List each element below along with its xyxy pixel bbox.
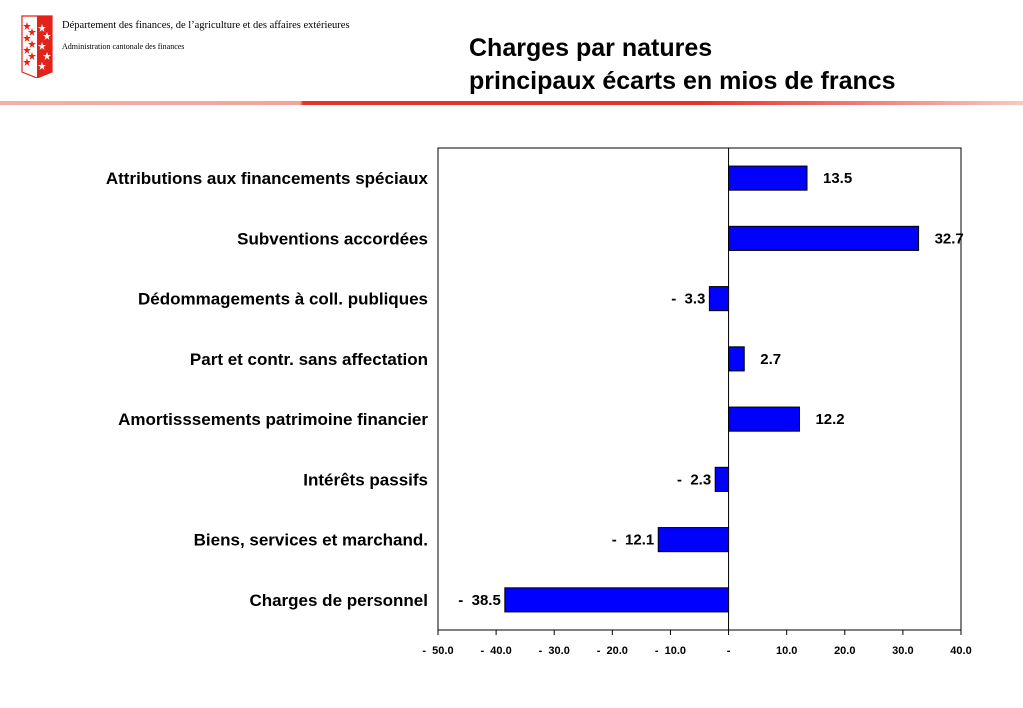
bar	[728, 165, 808, 191]
category-label: Intérêts passifs	[303, 470, 428, 489]
bar	[657, 527, 730, 553]
x-tick-label: - 50.0	[422, 645, 453, 657]
category-label: Part et contr. sans affectation	[190, 350, 428, 369]
plot-frame	[437, 147, 962, 631]
category-label: Charges de personnel	[249, 591, 428, 610]
category-label: Amortisssements patrimoine financier	[118, 410, 428, 429]
x-tick-label: 30.0	[892, 645, 913, 657]
bar	[708, 286, 730, 312]
x-tick-label: -	[727, 645, 731, 657]
category-label: Biens, services et marchand.	[194, 531, 428, 550]
bar	[728, 225, 920, 251]
bar	[728, 406, 800, 432]
x-tick-label: - 30.0	[539, 645, 570, 657]
value-label: - 2.3	[677, 471, 711, 488]
x-tick-label: 40.0	[950, 645, 971, 657]
category-label: Subventions accordées	[237, 229, 428, 248]
header: Département des finances, de l’agricultu…	[0, 0, 1023, 110]
bar	[504, 587, 730, 613]
title-line-2: principaux écarts en mios de francs	[469, 67, 896, 95]
value-label: 32.7	[935, 230, 964, 247]
value-label: 12.2	[815, 411, 844, 428]
value-label: 2.7	[760, 351, 781, 368]
value-label: - 38.5	[458, 592, 501, 609]
x-tick-label: 10.0	[776, 645, 797, 657]
page-title: Charges par natures principaux écarts en…	[469, 32, 896, 98]
canton-coat-of-arms-logo	[18, 12, 56, 78]
category-label: Dédommagements à coll. publiques	[138, 290, 428, 309]
bar	[728, 346, 745, 372]
value-label: - 3.3	[671, 291, 705, 308]
category-label: Attributions aux financements spéciaux	[106, 169, 429, 188]
value-label: - 12.1	[612, 532, 655, 549]
administration-name: Administration cantonale des finances	[62, 42, 185, 51]
title-line-1: Charges par natures	[469, 34, 713, 62]
x-tick-label: 20.0	[834, 645, 855, 657]
department-name: Département des finances, de l’agricultu…	[62, 20, 350, 31]
header-divider	[0, 101, 1023, 105]
value-label: 13.5	[823, 170, 852, 187]
x-tick-label: - 10.0	[655, 645, 686, 657]
bar	[714, 466, 730, 492]
x-tick-label: - 20.0	[597, 645, 628, 657]
x-tick-label: - 40.0	[481, 645, 512, 657]
